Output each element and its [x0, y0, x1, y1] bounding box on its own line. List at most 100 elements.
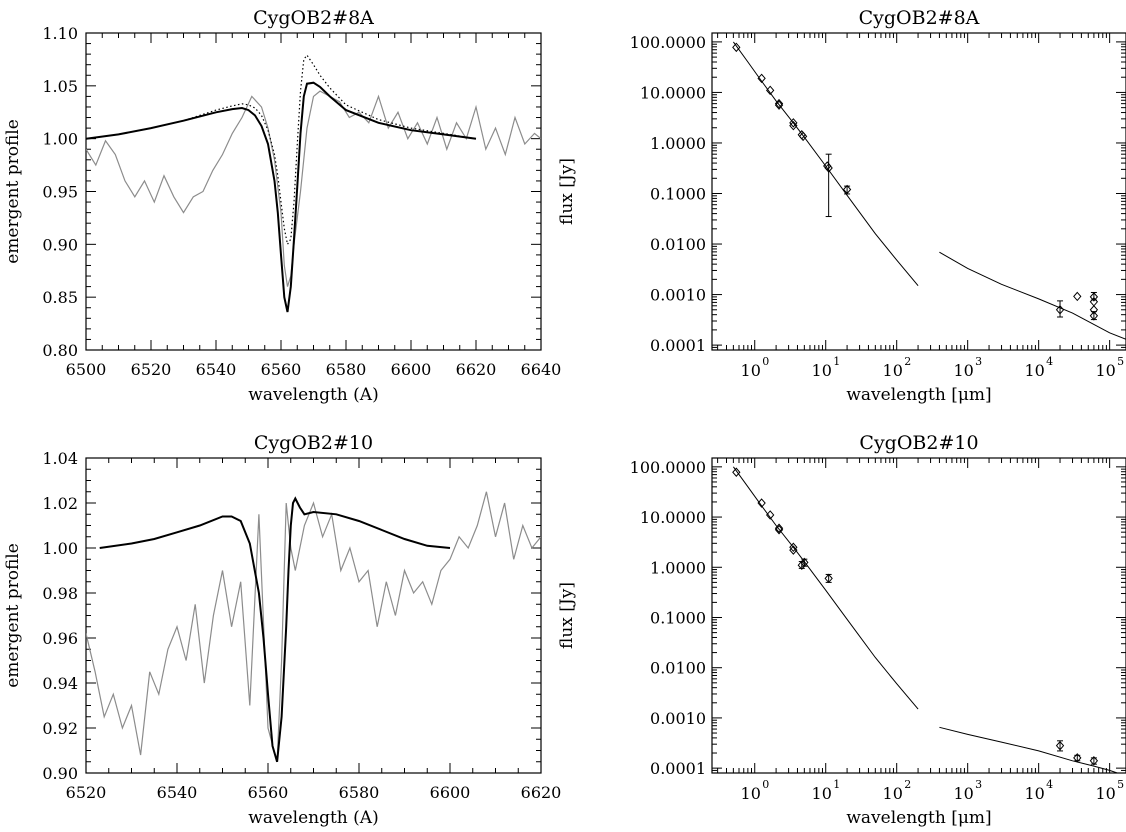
data-point-diamond: [824, 163, 833, 173]
x-tick-exponent: 4: [1046, 778, 1053, 791]
y-tick-label: 0.94: [42, 674, 78, 693]
y-tick-label: 0.0001: [650, 336, 706, 355]
x-tick-exponent: 0: [762, 355, 769, 368]
data-point-diamond: [842, 184, 852, 195]
series-line-2: [86, 81, 477, 313]
y-tick-label: 1.10: [42, 24, 78, 43]
x-tick-label: 6580: [326, 360, 367, 379]
x-tick-label: 10: [1024, 361, 1044, 380]
x-tick-label: 6620: [456, 360, 497, 379]
data-point-diamond: [774, 523, 784, 533]
data-point-diamond: [1073, 291, 1082, 302]
x-tick-exponent: 2: [904, 778, 911, 791]
y-tick-label: 0.92: [42, 719, 78, 738]
data-point-diamond: [766, 510, 775, 520]
y-tick-label: 0.98: [42, 584, 78, 603]
y-tick-label: 1.05: [42, 77, 78, 96]
x-tick-label: 6600: [430, 783, 471, 802]
data-point-diamond: [732, 467, 741, 478]
y-tick-label: 0.0001: [650, 759, 706, 778]
y-tick-label: 100.0000: [630, 33, 706, 52]
x-axis-label: wavelength (A): [248, 808, 378, 828]
series-line-0: [732, 466, 919, 710]
y-axis-label: emergent profile: [3, 119, 23, 264]
y-tick-label: 0.0010: [650, 709, 706, 728]
x-tick-label: 10: [741, 784, 761, 803]
data-point-diamond: [757, 498, 766, 508]
x-tick-label: 6560: [261, 360, 302, 379]
y-tick-label: 1.0000: [650, 134, 706, 153]
y-tick-label: 0.90: [42, 764, 78, 783]
plot-frame: [711, 457, 1126, 774]
x-axis-label: wavelength [μm]: [846, 808, 991, 828]
chart-title: CygOB2#8A: [859, 7, 980, 29]
x-tick-label: 6560: [248, 783, 289, 802]
data-point-diamond: [766, 85, 775, 96]
plot-frame: [711, 32, 1126, 351]
x-tick-label: 6640: [521, 360, 562, 379]
y-tick-label: 0.0100: [650, 659, 706, 678]
data-point-diamond: [1073, 753, 1082, 763]
data-point-diamond: [774, 100, 784, 110]
panel-bottom-left-profile: CygOB2#10 wavelength (A) emergent profil…: [3, 432, 561, 828]
x-tick-exponent: 1: [833, 355, 840, 368]
y-axis-label: flux [Jy]: [557, 158, 577, 225]
x-tick-exponent: 3: [975, 778, 982, 791]
x-tick-label: 10: [953, 784, 973, 803]
data-point-diamond: [774, 98, 784, 109]
x-axis-label: wavelength [μm]: [846, 385, 991, 405]
x-tick-label: 10: [883, 361, 903, 380]
x-tick-exponent: 1: [833, 778, 840, 791]
y-tick-label: 0.85: [42, 288, 78, 307]
x-tick-label: 10: [1095, 784, 1115, 803]
x-tick-label: 10: [953, 361, 973, 380]
data-point-diamond: [789, 118, 798, 128]
y-tick-label: 0.1000: [650, 608, 706, 627]
x-tick-label: 10: [741, 361, 761, 380]
x-tick-label: 6620: [521, 783, 562, 802]
x-tick-label: 6520: [66, 783, 107, 802]
x-tick-label: 6540: [157, 783, 198, 802]
x-tick-label: 10: [1024, 784, 1044, 803]
panel-top-right-sed: CygOB2#8A wavelength [μm] flux [Jy] 10 0 1…: [557, 7, 1126, 405]
y-tick-label: 0.0010: [650, 286, 706, 305]
plot-frame: [85, 32, 542, 351]
data-point-diamond: [1055, 305, 1065, 315]
data-point-diamond: [1089, 311, 1099, 321]
data-point-diamond: [757, 73, 766, 84]
x-tick-label: 10: [812, 784, 832, 803]
x-tick-label: 6520: [131, 360, 172, 379]
data-point-diamond: [800, 557, 809, 568]
data-point-diamond: [789, 120, 798, 131]
data-point-diamond: [732, 42, 741, 53]
series-line-1: [99, 496, 451, 763]
data-point-diamond: [1089, 292, 1099, 302]
data-point-diamond: [789, 542, 798, 553]
panel-top-left-profile: CygOB2#8A wavelength (A) emergent profil…: [3, 7, 561, 405]
data-point-diamond: [1089, 756, 1099, 766]
x-tick-label: 6580: [339, 783, 380, 802]
x-tick-exponent: 0: [762, 778, 769, 791]
series-line-0: [86, 491, 541, 762]
data-point-diamond: [774, 524, 784, 535]
y-tick-label: 0.95: [42, 183, 78, 202]
y-tick-label: 1.0000: [650, 558, 706, 577]
x-tick-label: 10: [812, 361, 832, 380]
series-line-1: [939, 251, 1126, 340]
x-tick-label: 6600: [391, 360, 432, 379]
y-axis-label: flux [Jy]: [557, 582, 577, 649]
y-tick-label: 1.04: [42, 449, 78, 468]
data-point-diamond: [824, 573, 833, 584]
x-axis-label: wavelength (A): [248, 385, 378, 405]
y-tick-label: 100.0000: [630, 458, 706, 477]
x-tick-exponent: 5: [1117, 355, 1124, 368]
chart-title: CygOB2#10: [859, 432, 978, 454]
data-point-diamond: [789, 545, 798, 555]
y-tick-label: 1.00: [42, 539, 78, 558]
y-tick-label: 0.90: [42, 235, 78, 254]
series-line-1: [939, 726, 1119, 773]
chart-title: CygOB2#8A: [253, 7, 374, 29]
x-tick-label: 10: [1095, 361, 1115, 380]
panel-bottom-right-sed: CygOB2#10 wavelength [μm] flux [Jy] 10 0 1…: [557, 432, 1126, 828]
